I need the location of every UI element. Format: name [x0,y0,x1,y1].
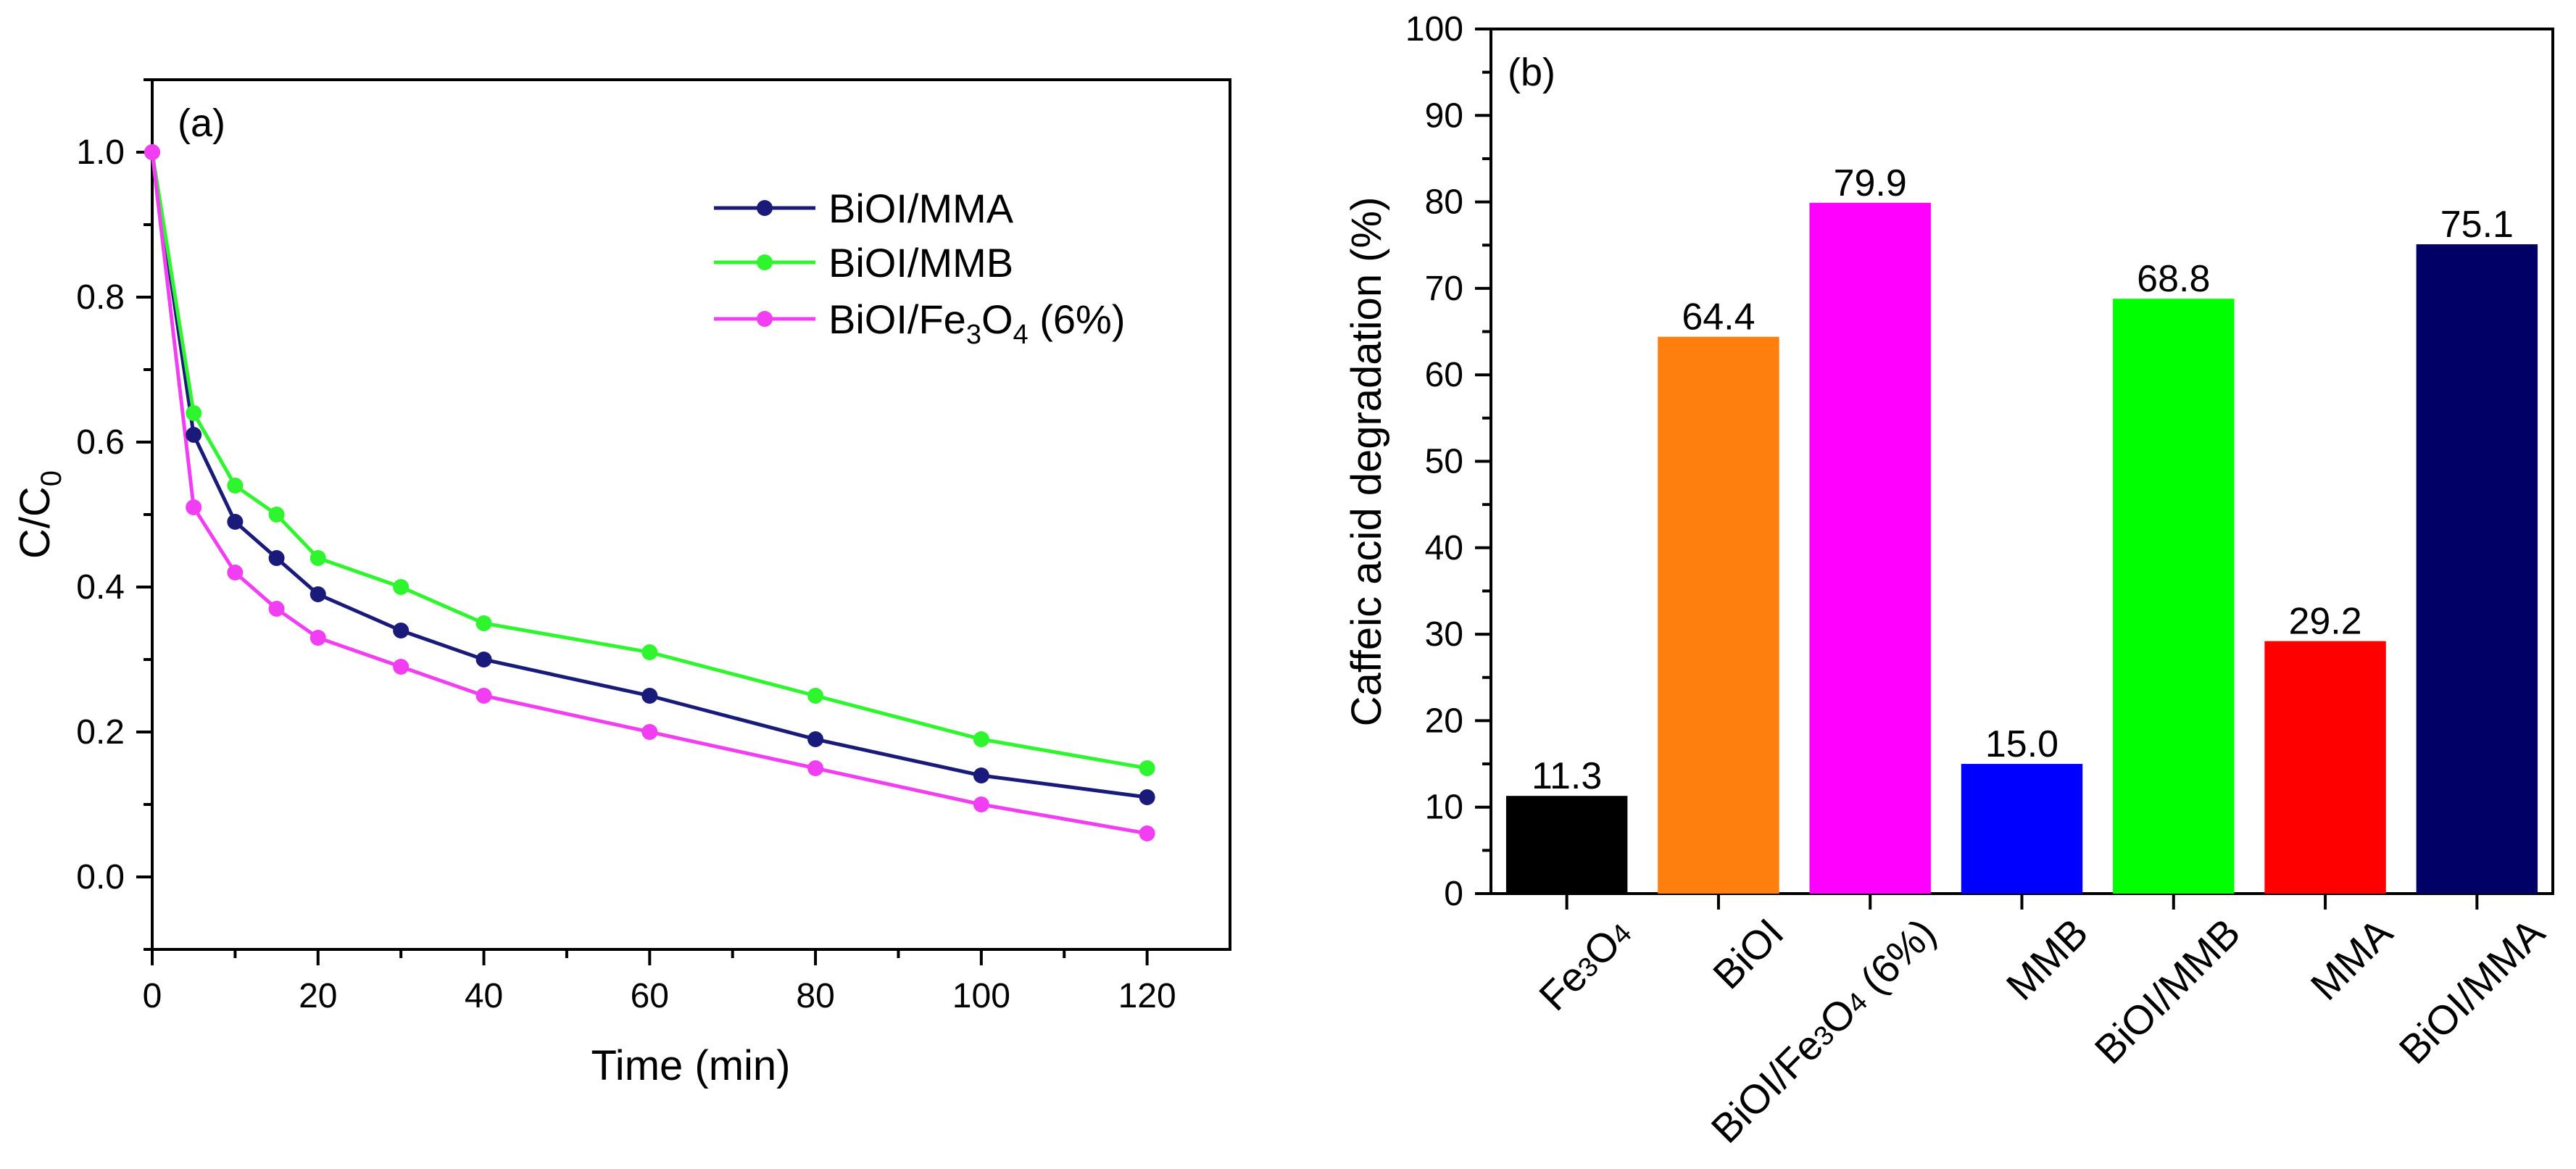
series-2-point [807,760,824,776]
bar-value-label: 79.9 [1834,162,1907,204]
y-tick-label: 0.0 [76,858,125,896]
y-tick-label: 30 [1425,615,1463,654]
panel-b-ylabel: Caffeic acid degradation (%) [1343,197,1390,727]
series-0-point [807,731,824,747]
series-2-point [186,499,202,515]
bar-2 [1809,202,1931,894]
legend-item-bioi-fe3o4: BiOI/Fe3O4 (6%) [714,296,1125,350]
y-tick-label: 0 [1444,875,1463,913]
y-tick-label: 20 [1425,702,1463,740]
series-1-point [309,550,326,566]
series-2-point [227,565,244,581]
panel-a-legend: BiOI/MMA BiOI/MMB BiOI/Fe3O4 (6%) [714,186,1125,350]
panel-a-xlabel: Time (min) [591,1042,791,1089]
x-tick-label: 60 [631,977,669,1015]
series-1-point [268,507,285,523]
x-tick-label: 100 [952,977,1010,1015]
legend-label-bioi-fe3o4: BiOI/Fe3O4 (6%) [828,296,1125,350]
series-0-point [641,688,658,704]
y-tick-label: 80 [1425,183,1463,222]
series-0-point [393,623,410,638]
bar-value-label: 75.1 [2440,204,2514,246]
panel-b-label: (b) [1508,51,1555,94]
series-1-point [973,731,989,747]
y-tick-label: 0.4 [76,568,125,607]
legend-item-bioi-mma: BiOI/MMA [714,186,1014,231]
x-tick-label: 80 [796,977,834,1015]
series-2-point [144,144,160,160]
series-0-point [1139,789,1155,805]
category-label-mmb: MMB [1997,910,2096,1009]
bar-value-label: 11.3 [1532,755,1602,797]
y-tick-label: 40 [1425,529,1463,567]
series-0-point [186,427,202,443]
legend-marker-bioi-mmb [757,254,773,270]
bar-1 [1658,336,1779,894]
series-2-point [1139,825,1155,841]
y-tick-label: 50 [1425,443,1463,481]
x-tick-label: 20 [299,977,337,1015]
panel-a: 0 20 40 60 80 100 120 0.0 0.2 0.4 0.6 0.8 1.0 (a) Ti… [12,78,1231,1089]
series-0-point [475,652,492,667]
x-tick-label: 0 [143,977,162,1015]
bar-value-label: 64.4 [1682,296,1755,338]
series-1-point [186,405,202,421]
series-2-point [393,659,410,675]
bar-3 [1961,764,2083,894]
series-0-point [268,550,285,566]
bar-5 [2264,641,2386,894]
bar-value-label: 68.8 [2137,258,2210,300]
panel-a-ticks: 0 20 40 60 80 100 120 0.0 0.2 0.4 0.6 0.8 1.0 [76,78,1176,1015]
y-tick-label: 70 [1425,270,1463,308]
legend-marker-bioi-mma [757,200,773,216]
series-0-point [309,586,326,602]
x-tick-label: 40 [465,977,503,1015]
y-tick-label: 90 [1425,96,1463,135]
category-label-fe3o4: Fe3O4 [1530,910,1640,1019]
y-tick-label: 10 [1425,789,1463,827]
bar-0 [1505,796,1628,894]
panel-b-category-labels: Fe3O4 BiOI BiOI/Fe3O4 (6%) MMB BiOI/MMB … [1530,909,2554,1152]
series-1-point [807,688,824,704]
legend-label-bioi-mmb: BiOI/MMB [828,240,1013,286]
series-0-point [227,514,244,530]
y-tick-label: 1.0 [76,133,125,172]
series-2-point [641,724,658,740]
series-2-point [973,796,989,812]
panel-a-ylabel: C/C0 [12,470,67,559]
series-1-point [475,615,492,631]
category-label-bioi: BiOI [1704,910,1792,998]
category-label-bioi-mma: BiOI/MMA [2390,909,2553,1072]
panel-b-bars: 11.3 64.4 79.9 15.0 68.8 29.2 75.1 [1505,162,2538,894]
series-1-point [227,478,244,494]
x-tick-label: 120 [1118,977,1176,1015]
category-label-bioi-mmb: BiOI/MMB [2085,910,2248,1073]
panel-b-ticks: 0 10 20 30 40 50 60 70 80 90 100 [1405,10,2479,913]
legend-marker-bioi-fe3o4 [757,311,773,327]
bar-4 [2113,299,2235,894]
series-2-point [475,688,492,704]
bar-value-label: 29.2 [2288,601,2361,643]
series-0-point [973,767,989,783]
series-1-point [641,644,658,660]
series-1-point [393,579,410,595]
series-2-point [309,630,326,646]
series-2-point [268,601,285,617]
panel-b: 0 10 20 30 40 50 60 70 80 90 100 11.3 64.4 79.9 15.0 6… [1343,10,2554,1152]
bar-value-label: 15.0 [1985,723,2058,765]
series-1-point [1139,760,1155,776]
legend-label-bioi-mma: BiOI/MMA [828,186,1014,231]
panel-a-label: (a) [178,101,225,145]
category-label-mma: MMA [2301,909,2401,1008]
bar-6 [2416,244,2538,894]
y-tick-label: 0.8 [76,278,125,317]
legend-item-bioi-mmb: BiOI/MMB [714,240,1013,286]
y-tick-label: 60 [1425,356,1463,394]
y-tick-label: 0.2 [76,713,125,752]
y-tick-label: 0.6 [76,423,125,462]
panel-a-series [144,144,1155,841]
y-tick-label: 100 [1405,10,1463,49]
